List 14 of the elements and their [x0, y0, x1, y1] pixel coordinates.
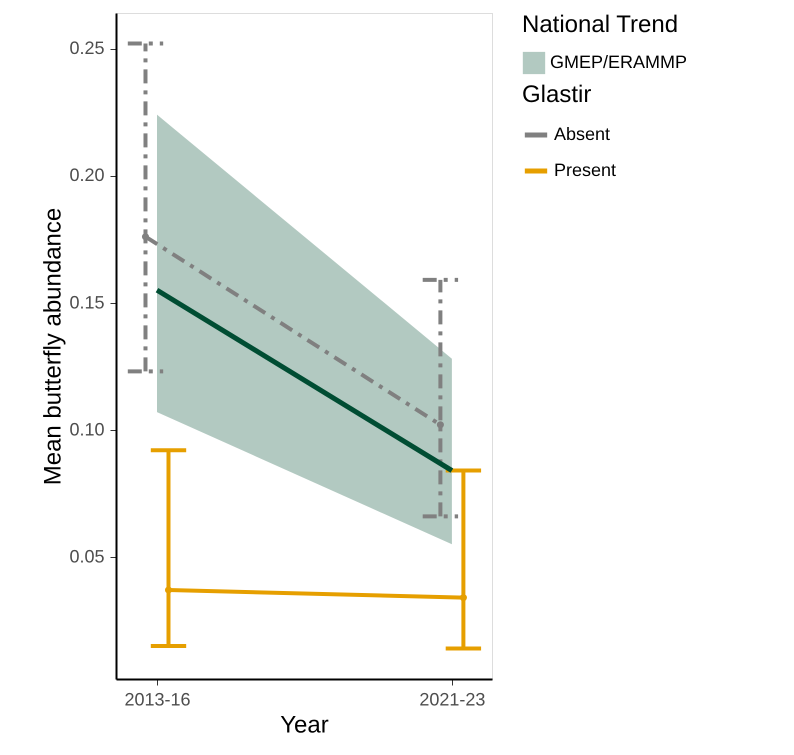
x-tick-label: 2013-16 [124, 690, 191, 710]
x-tick-label: 2021-23 [419, 690, 486, 710]
y-tick-label: 0.25 [69, 38, 104, 58]
legend-label: GMEP/ERAMMP [550, 52, 688, 72]
y-tick-label: 0.15 [69, 292, 104, 312]
y-tick-label: 0.20 [69, 165, 104, 186]
text: Glastir [522, 81, 592, 108]
text: National Trend [522, 11, 678, 38]
y-axis-title: Mean butterfly abundance [39, 208, 66, 486]
legend-label: Present [554, 160, 616, 180]
y-tick-label: 0.10 [69, 419, 104, 440]
y-tick-label: 0.05 [69, 546, 104, 566]
legend-label: Absent [554, 124, 610, 144]
x-axis-title: Year [280, 712, 329, 738]
